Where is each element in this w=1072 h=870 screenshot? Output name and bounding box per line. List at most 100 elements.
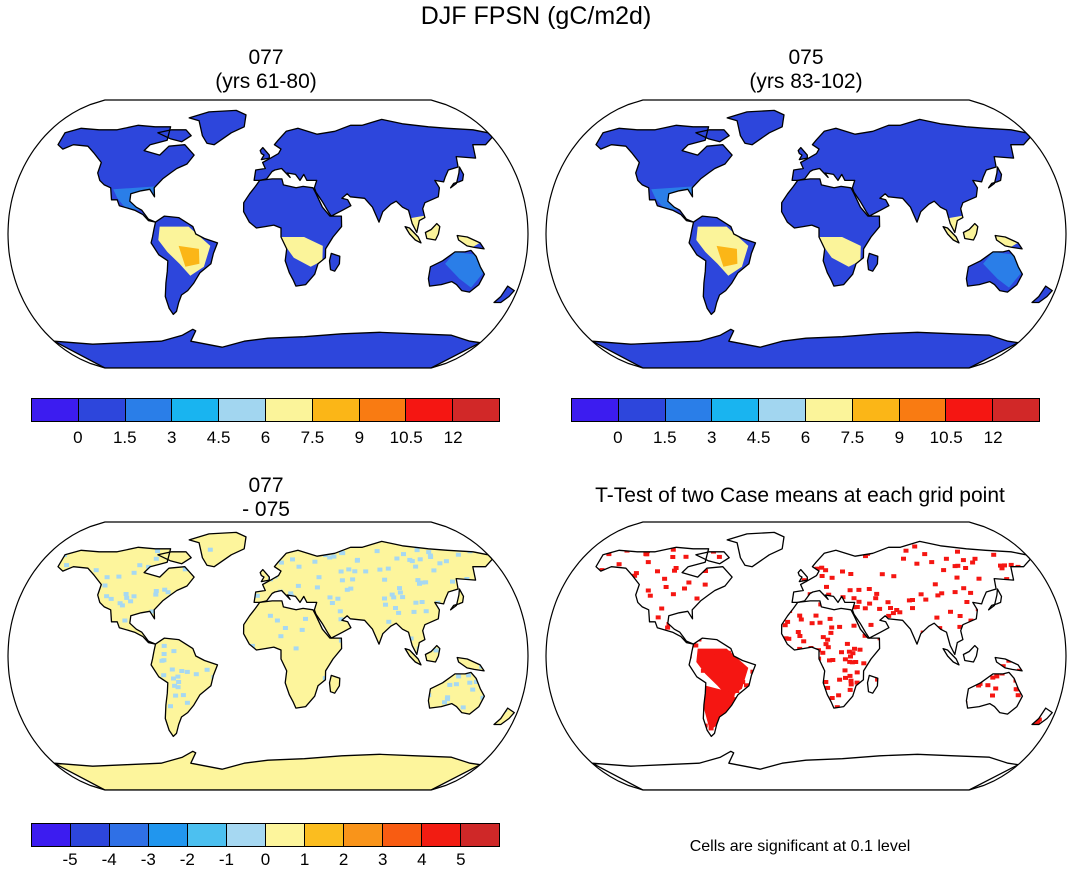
land-baffin: [695, 129, 730, 142]
coastline-northAmerica: [57, 546, 195, 645]
coastline-sumatra: [404, 647, 422, 666]
colorbar-p2-tick-label: 3: [706, 428, 717, 447]
field-cell: [161, 643, 167, 648]
field-cell: [124, 595, 130, 600]
significant-cell: [934, 615, 940, 620]
panel-title-line2: - 075: [242, 498, 290, 521]
field-cell: [146, 564, 152, 569]
coastline-eurasia: [791, 540, 1031, 656]
significant-cell: [633, 571, 639, 576]
field-cell: [168, 704, 173, 709]
colorbar-swatch: [124, 398, 172, 422]
significant-cell: [825, 645, 831, 650]
land-uk: [260, 569, 270, 582]
colorbar-swatch: [109, 823, 148, 847]
field-cell: [175, 685, 181, 690]
significant-cell: [693, 643, 699, 648]
significant-cell: [867, 601, 873, 606]
significant-cell: [1036, 717, 1042, 722]
significant-cell: [943, 556, 949, 561]
colorbar-swatch: [452, 398, 500, 422]
colorbar-swatch: [77, 398, 125, 422]
coastline-japan: [987, 166, 1003, 189]
colorbar-p1-tick-label: 6: [260, 428, 271, 447]
field-cell: [128, 599, 134, 604]
field-cell: [411, 609, 417, 614]
field-cell: [122, 618, 128, 623]
figure-title: DJF FPSN (gC/m2d): [420, 2, 652, 30]
significant-cell: [795, 630, 801, 634]
land-africa: [243, 600, 342, 709]
coastline-greenland: [188, 109, 247, 146]
significant-cell: [856, 599, 862, 604]
significant-region: [696, 648, 749, 698]
field-cell: [153, 556, 159, 561]
colorbar-swatch: [171, 398, 219, 422]
significant-cell: [968, 590, 974, 595]
significant-cell: [923, 597, 929, 602]
significant-cell: [670, 592, 676, 597]
colorbar-p3-tick-label: 1: [299, 850, 310, 869]
field-cell: [413, 564, 419, 569]
coastline-sumatra: [404, 225, 422, 244]
significant-cell: [827, 658, 832, 663]
significant-cell: [643, 552, 649, 557]
land-eurasia: [254, 119, 493, 233]
field-cell: [460, 705, 466, 710]
significant-cell: [670, 547, 676, 552]
field-cell: [396, 610, 402, 615]
field-cell: [290, 557, 295, 562]
colorbar-p1-tick-label: 4.5: [206, 428, 231, 447]
field-cell: [119, 603, 125, 608]
significant-cell: [702, 582, 708, 587]
coastline-eurasia: [791, 118, 1031, 234]
coastline-madagascar: [328, 674, 341, 694]
significant-cell: [888, 606, 893, 610]
coastline-uk: [797, 146, 808, 161]
significant-cell: [703, 569, 708, 573]
significant-cell: [825, 685, 831, 690]
field-cell: [377, 567, 383, 572]
significant-cell: [847, 659, 853, 664]
significant-cell: [606, 552, 612, 557]
coastline-newZealand: [493, 285, 515, 304]
colorbar-swatch: [571, 398, 618, 422]
significant-cell: [801, 639, 807, 644]
field-cell: [104, 575, 110, 580]
significant-cell: [829, 696, 835, 700]
significant-cell: [850, 651, 856, 656]
colorbar-p1: [31, 398, 500, 422]
field-cell: [420, 580, 426, 585]
significant-cell: [686, 580, 692, 585]
coastline-africa: [242, 600, 343, 709]
significant-cell: [1015, 687, 1020, 692]
colorbar-swatch: [187, 823, 226, 847]
significant-cell: [941, 568, 947, 573]
field-cell: [293, 646, 299, 651]
significant-cell: [961, 586, 967, 591]
colorbar-swatch: [405, 398, 453, 422]
colorbar-swatch: [70, 823, 109, 847]
field-cell: [339, 550, 344, 555]
significant-cell: [851, 623, 857, 628]
field-cell: [161, 652, 167, 656]
coastline-africa: [780, 178, 881, 287]
colorbar-p1-tick-label: 3: [166, 428, 177, 447]
significant-cell: [843, 675, 848, 680]
field-cell: [339, 578, 345, 583]
colorbar-swatch: [343, 823, 382, 847]
significant-cell: [886, 613, 892, 618]
significant-cell: [963, 566, 969, 570]
significant-cell: [955, 563, 961, 568]
significant-cell: [1035, 720, 1041, 725]
field-cell: [433, 648, 439, 653]
coastline-australia: [427, 671, 486, 715]
significant-cell: [853, 660, 859, 664]
colorbar-swatch: [148, 823, 187, 847]
coastline-newGuinea: [994, 656, 1023, 672]
coastline-newGuinea: [456, 656, 485, 672]
colorbar-swatch: [31, 398, 78, 422]
field-cell: [447, 682, 453, 687]
coastline-africa: [780, 600, 881, 709]
colorbar-swatch: [382, 823, 421, 847]
